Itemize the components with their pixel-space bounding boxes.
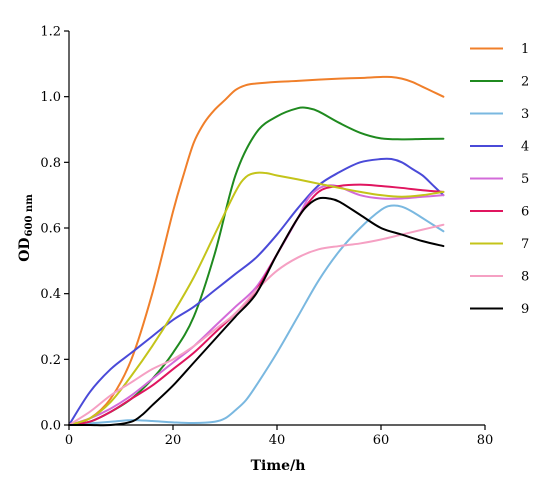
series-8-line (68, 223, 445, 426)
y-tick-label: 0.6 (40, 222, 61, 237)
legend-label-6: 6 (521, 205, 529, 220)
x-axis-title: Time/h (251, 458, 306, 474)
y-axis-title-main: OD (17, 237, 33, 261)
legend-label-1: 1 (521, 42, 529, 57)
legend: 1 2 3 4 5 6 7 8 9 (470, 42, 529, 317)
legend-label-7: 7 (521, 237, 529, 252)
series-6-line (68, 183, 445, 426)
y-axis-title-subscript: 600 nm (24, 194, 35, 237)
y-tick-label: 0.0 (40, 419, 61, 434)
y-tick-label: 0.2 (40, 353, 61, 368)
y-tick-label: 1.0 (40, 90, 61, 105)
legend-label-4: 4 (521, 140, 529, 155)
series-7-line (68, 171, 445, 426)
y-axis-title: OD600 nm (17, 194, 35, 262)
x-tick-label: 0 (65, 433, 73, 448)
series-5-line (68, 184, 445, 426)
y-tick-label: 0.8 (40, 156, 61, 171)
x-tick-label: 40 (269, 433, 286, 448)
legend-label-9: 9 (521, 302, 529, 317)
legend-label-5: 5 (521, 172, 529, 187)
axes (68, 31, 485, 426)
legend-label-8: 8 (521, 270, 529, 285)
y-tick-label: 1.2 (40, 25, 61, 40)
x-tick-label: 60 (373, 433, 390, 448)
x-tick-label: 80 (477, 433, 494, 448)
legend-label-3: 3 (521, 107, 529, 122)
x-tick-label: 20 (165, 433, 182, 448)
legend-label-2: 2 (521, 75, 529, 90)
y-tick-label: 0.4 (40, 287, 61, 302)
series-2-line (68, 106, 445, 426)
x-axis-ticks: 0 20 40 60 80 (65, 425, 493, 448)
series-4-line (68, 157, 445, 426)
y-axis-ticks: 0.0 0.2 0.4 0.6 0.8 1.0 1.2 (40, 25, 69, 434)
plot-area (68, 75, 445, 427)
series-9-line (68, 196, 445, 427)
series-3-line (68, 204, 445, 426)
series-1-line (68, 75, 445, 426)
